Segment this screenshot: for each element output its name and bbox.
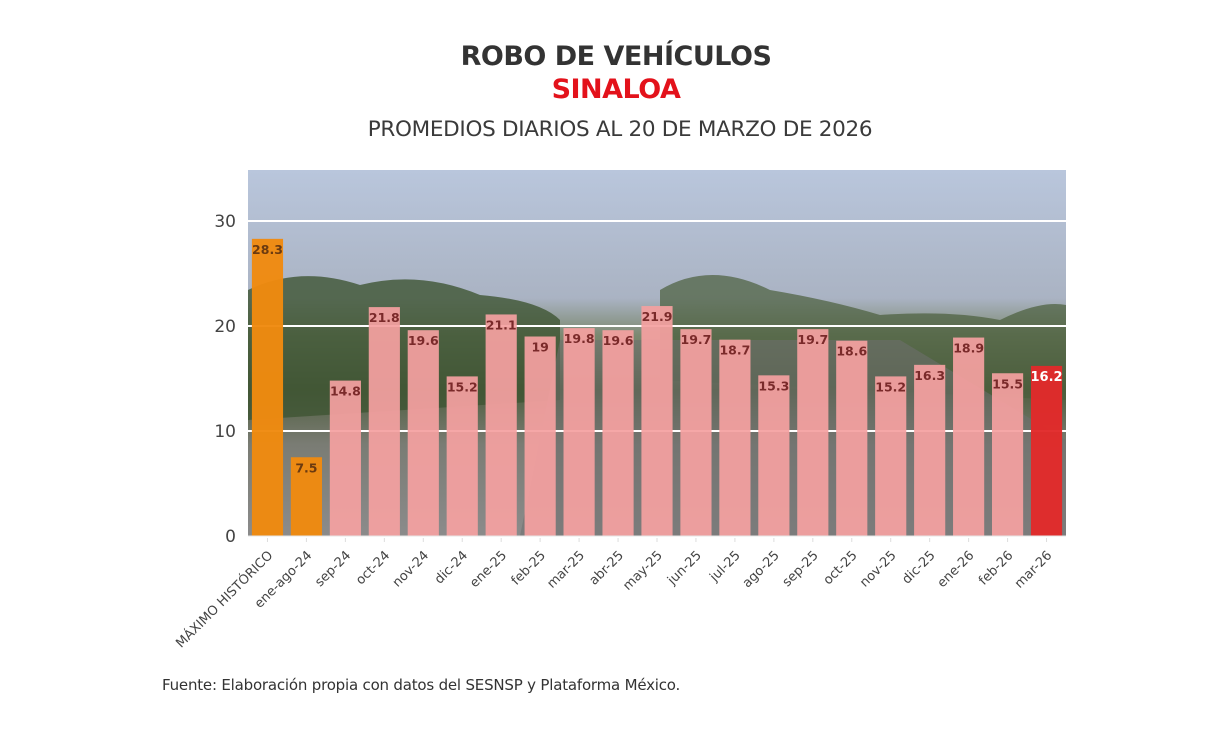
bar xyxy=(875,376,907,536)
bar xyxy=(251,238,284,536)
bar xyxy=(953,337,985,536)
bar xyxy=(641,306,673,536)
bar xyxy=(446,376,478,536)
x-tick-label: feb-25 xyxy=(509,548,549,588)
data-label: 21.1 xyxy=(486,317,517,332)
data-label: 18.7 xyxy=(719,343,750,358)
bar xyxy=(680,329,712,536)
bar-chart: 28.3 7.5 14.8 21.8 19.6 15.2 21.1 19 19.8 19.6 21.… xyxy=(173,170,1066,651)
data-label: 15.5 xyxy=(992,376,1023,391)
bar xyxy=(914,364,946,536)
data-label: 14.8 xyxy=(330,384,361,399)
bar xyxy=(836,340,868,536)
data-label: 15.2 xyxy=(447,379,478,394)
bar xyxy=(719,339,751,536)
y-tick-label: 20 xyxy=(214,317,236,337)
bar xyxy=(368,307,400,536)
bar xyxy=(1030,365,1063,536)
x-tick-label: oct-25 xyxy=(821,548,861,588)
x-tick-label: dic-24 xyxy=(432,548,471,587)
x-tick-label: jul-25 xyxy=(706,548,743,585)
data-label: 15.3 xyxy=(758,378,789,393)
x-tick-label: ago-25 xyxy=(740,548,783,591)
x-tick-label: mar-25 xyxy=(545,548,588,591)
data-label: 19.7 xyxy=(681,332,712,347)
data-label: 28.3 xyxy=(252,242,283,257)
x-tick-label: ene-26 xyxy=(935,548,978,591)
data-label: 18.6 xyxy=(836,344,867,359)
bar xyxy=(991,373,1024,536)
source-note: Fuente: Elaboración propia con datos del… xyxy=(162,676,681,694)
bar xyxy=(758,375,790,536)
y-tick-label: 0 xyxy=(225,527,236,547)
data-label: 19.6 xyxy=(603,333,634,348)
data-label: 19.6 xyxy=(408,333,439,348)
x-tick-label: jun-25 xyxy=(664,548,705,589)
chart-state-title: SINALOA xyxy=(551,74,681,105)
y-tick-label: 30 xyxy=(214,212,236,232)
x-tick-label: ene-25 xyxy=(467,548,510,591)
x-tick-label: may-25 xyxy=(620,548,665,593)
bar xyxy=(485,314,517,536)
bars xyxy=(251,238,1063,536)
bar xyxy=(290,457,323,536)
x-tick-label: nov-24 xyxy=(390,548,432,590)
x-tick-label: nov-25 xyxy=(857,548,899,590)
data-label: 16.3 xyxy=(914,368,945,383)
data-label: 19.7 xyxy=(797,332,828,347)
data-label: 7.5 xyxy=(295,460,317,475)
data-label: 19 xyxy=(531,340,548,355)
data-label: 21.9 xyxy=(642,309,673,324)
bar xyxy=(563,328,595,536)
x-tick-label: sep-24 xyxy=(312,548,354,590)
x-tick-label: dic-25 xyxy=(899,548,938,587)
x-tick-label: sep-25 xyxy=(780,548,822,590)
bar xyxy=(797,329,829,536)
data-label: 16.2 xyxy=(1030,370,1062,385)
bar xyxy=(524,336,556,536)
y-axis: 0 10 20 30 xyxy=(214,212,236,547)
data-label: 15.2 xyxy=(875,379,906,394)
chart-subtitle: PROMEDIOS DIARIOS AL 20 DE MARZO DE 2026 xyxy=(367,117,873,142)
x-tick-label: feb-26 xyxy=(976,548,1016,588)
data-label: 21.8 xyxy=(369,310,400,325)
bar xyxy=(602,330,634,536)
x-tick-label: mar-26 xyxy=(1012,548,1055,591)
data-label: 19.8 xyxy=(564,331,595,346)
bar xyxy=(329,380,361,536)
data-label: 18.9 xyxy=(953,341,984,356)
bar xyxy=(407,330,439,536)
y-tick-label: 10 xyxy=(214,422,236,442)
chart-title: ROBO DE VEHÍCULOS xyxy=(460,41,772,72)
x-tick-label: oct-24 xyxy=(353,548,393,588)
data-labels: 28.3 7.5 14.8 21.8 19.6 15.2 21.1 19 19.8 19.6 21.… xyxy=(252,242,1063,475)
